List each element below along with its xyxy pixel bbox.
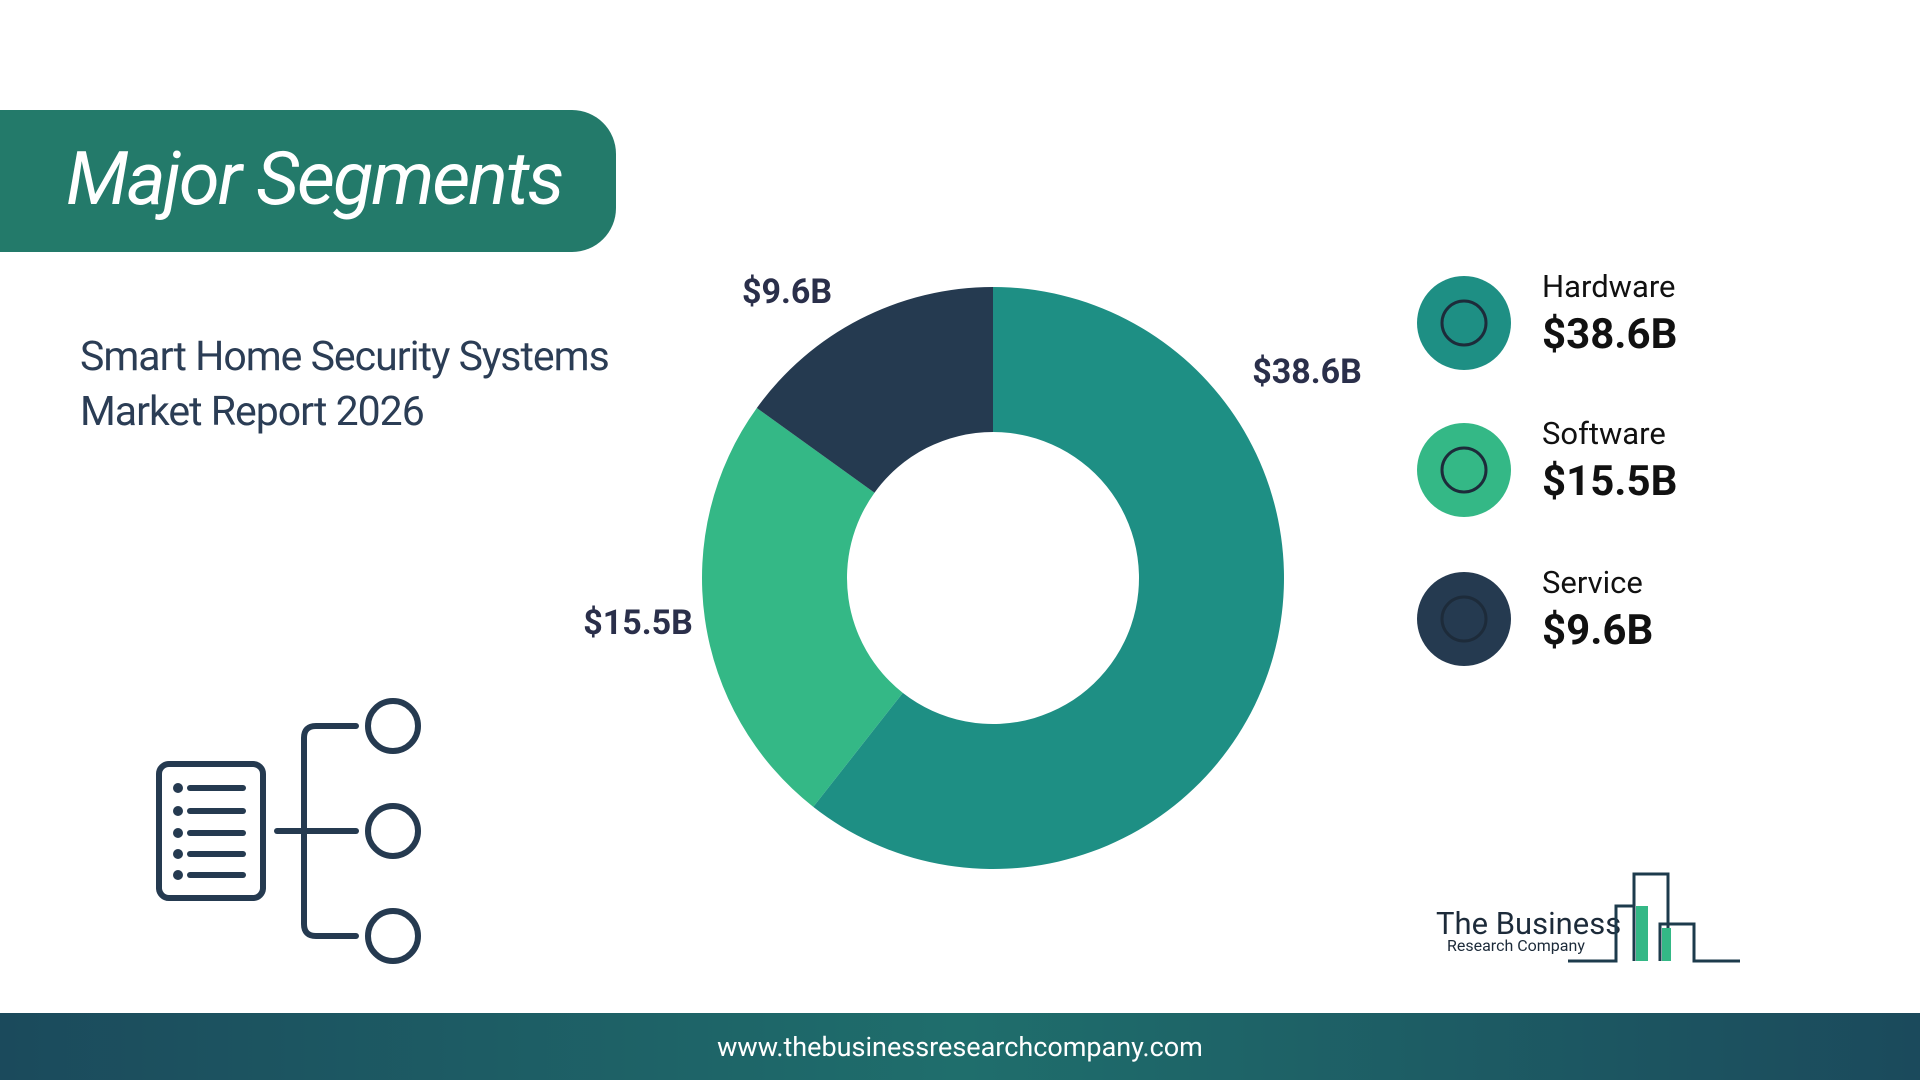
legend-name: Service xyxy=(1542,564,1643,601)
donut-slice xyxy=(756,287,993,493)
legend-icon xyxy=(1417,423,1511,517)
footer-url: www.thebusinessresearchcompany.com xyxy=(717,1031,1203,1063)
logo: The Business Research Company xyxy=(1436,872,1740,963)
subtitle: Smart Home Security Systems Market Repor… xyxy=(80,333,610,436)
donut-slice xyxy=(813,287,1285,870)
chart: The Business Research Company $38.6B $15.… xyxy=(156,268,1740,964)
donut-slice xyxy=(701,408,903,807)
legend-name: Software xyxy=(1542,415,1666,452)
legend-icon-detail xyxy=(1440,299,1488,347)
legend-icon xyxy=(1417,276,1511,370)
segments-icon xyxy=(156,698,421,964)
legend-icon-detail xyxy=(1440,595,1488,643)
footer: www.thebusinessresearchcompany.com xyxy=(0,1013,1920,1080)
slice-label: $38.6B xyxy=(1252,352,1362,392)
logo-line2: Research Company xyxy=(1447,936,1585,955)
slice-label: $9.6B xyxy=(742,272,832,312)
page-title: Major Segments xyxy=(66,136,564,223)
header-tab: Major Segments xyxy=(0,110,616,252)
slice-label: $15.5B xyxy=(583,603,693,643)
legend-name: Hardware xyxy=(1542,268,1676,305)
legend-icon xyxy=(1417,572,1511,666)
legend-value: $38.6B xyxy=(1542,310,1677,359)
legend-value: $15.5B xyxy=(1542,457,1677,506)
legend-icon-detail xyxy=(1440,446,1488,494)
legend-value: $9.6B xyxy=(1542,606,1653,655)
logo-line1: The Business xyxy=(1436,905,1621,942)
